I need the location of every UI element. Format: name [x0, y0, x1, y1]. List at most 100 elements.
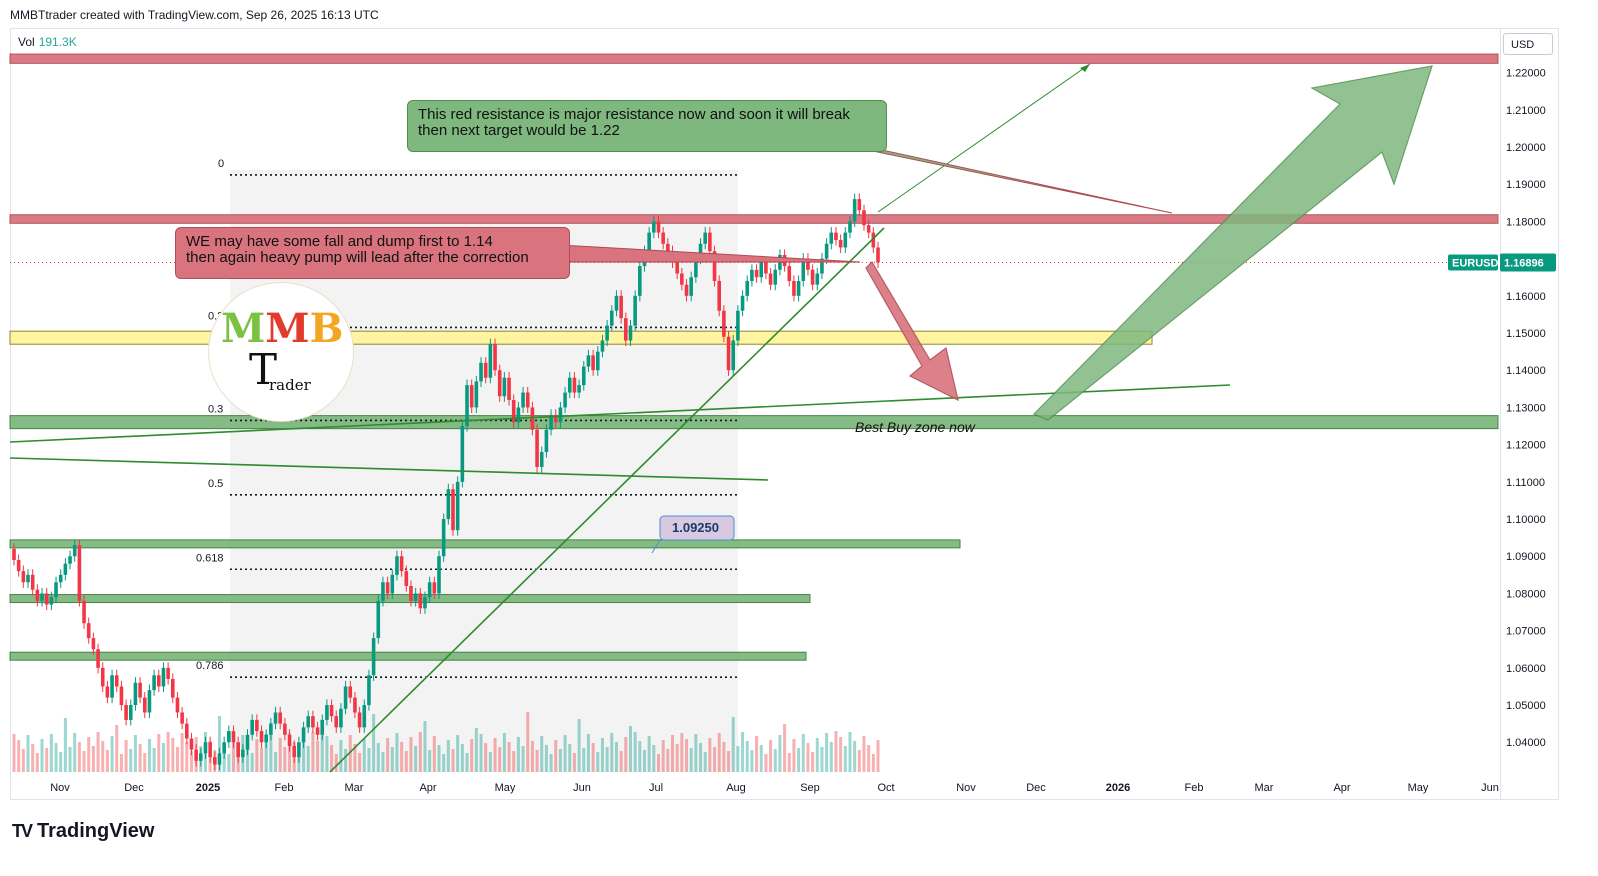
candle-body	[871, 232, 876, 248]
volume-bar	[432, 736, 436, 772]
candle-body	[86, 623, 91, 639]
zone-yellow-2	[9, 330, 1153, 345]
volume-bar	[479, 734, 483, 772]
candle-body	[35, 589, 40, 601]
volume-bar	[45, 748, 49, 772]
volume-bar	[797, 748, 801, 772]
currency-button[interactable]: USD	[1503, 33, 1553, 55]
volume-bar	[418, 732, 422, 772]
candle-body	[843, 232, 848, 248]
volume-bar	[680, 733, 684, 772]
annotation-red[interactable]: WE may have some fall and dump first to …	[175, 227, 570, 279]
candle-body	[58, 574, 63, 583]
volume-bar	[82, 751, 86, 772]
volume-bar	[348, 735, 352, 772]
volume-bar	[409, 737, 413, 772]
candle-body	[124, 705, 128, 720]
candle-body	[600, 340, 605, 352]
volume-bar	[586, 734, 590, 772]
volume-bar	[189, 751, 193, 772]
volume-bar	[862, 736, 866, 772]
candle-body	[652, 221, 656, 233]
candle-body	[796, 280, 801, 296]
candle-body	[619, 295, 623, 319]
candle-body	[12, 548, 16, 560]
volume-bar	[853, 741, 857, 772]
volume-bar	[769, 740, 773, 772]
candle-body	[624, 318, 628, 341]
candle-body	[544, 429, 549, 453]
volume-bar	[783, 724, 787, 772]
candle-body	[142, 697, 147, 713]
candle-body	[563, 392, 567, 408]
candle-body	[446, 489, 451, 520]
volume-bar	[605, 747, 609, 772]
candle-body	[110, 675, 114, 698]
logo-letter-1: M	[221, 305, 266, 352]
candle-body	[227, 731, 231, 743]
volume-bar	[381, 752, 385, 772]
volume-bar	[246, 744, 250, 772]
candle-body	[876, 247, 880, 263]
zone-resistance-0	[9, 53, 1499, 64]
volume-bar	[101, 741, 105, 772]
annotation-green[interactable]: This red resistance is major resistance …	[407, 100, 887, 152]
y-tick-label: 1.09000	[1506, 551, 1546, 563]
volume-bar	[414, 746, 418, 772]
candle-body	[740, 295, 745, 311]
candle-body	[558, 407, 563, 423]
volume-bar	[288, 733, 292, 772]
candle-body	[315, 727, 320, 735]
volume-bar	[638, 741, 642, 772]
x-tick-label: Jun	[1481, 782, 1499, 794]
tradingview-logo[interactable]: TV TradingView	[12, 820, 154, 843]
volume-bar	[806, 743, 810, 772]
x-tick-label: May	[495, 782, 516, 794]
volume-bar	[255, 739, 259, 772]
volume-bar	[470, 739, 474, 772]
y-tick-label: 1.19000	[1506, 179, 1546, 191]
candle-body	[549, 414, 553, 430]
candle-body	[731, 340, 736, 371]
candle-body	[40, 593, 44, 601]
volume-bar	[175, 747, 179, 772]
candle-body	[656, 221, 661, 233]
volume-bar	[96, 732, 100, 772]
price-tag-box	[659, 515, 735, 541]
candle-body	[474, 381, 479, 408]
y-tick-label: 1.06000	[1506, 663, 1546, 675]
candle-body	[698, 243, 703, 259]
trendline-rising	[329, 227, 885, 773]
annotation-green-line2: then next target would be 1.22	[418, 122, 620, 139]
candle-body	[801, 258, 806, 281]
candle-body	[161, 667, 166, 687]
volume-bar	[544, 745, 548, 772]
price-tag-pointer	[651, 539, 661, 554]
volume-bar	[661, 740, 665, 772]
candle-body	[815, 273, 820, 285]
candle-body	[497, 370, 502, 397]
candle-body	[754, 269, 759, 278]
volume-bar	[390, 747, 394, 772]
fib-label-0.786: 0.786	[196, 660, 224, 672]
volume-bar	[311, 732, 315, 772]
candle-body	[100, 667, 105, 687]
candle-body	[329, 705, 334, 717]
candle-body	[133, 682, 138, 706]
x-tick-label: Dec	[124, 782, 144, 794]
volume-bar	[49, 734, 53, 772]
candle-body	[156, 675, 161, 687]
candle-body	[194, 749, 198, 761]
volume-bar	[161, 743, 165, 772]
volume-bar	[736, 746, 740, 772]
candle-body	[128, 705, 133, 720]
candle-body	[717, 280, 722, 311]
volume-bar	[339, 740, 343, 772]
volume-bar	[124, 740, 128, 772]
volume-bar	[526, 712, 530, 772]
volume-bar	[302, 737, 306, 772]
fib-label-0: 0	[218, 158, 224, 170]
price-axis[interactable]	[1500, 28, 1558, 800]
candle-body	[530, 407, 535, 430]
candle-body	[236, 742, 240, 758]
